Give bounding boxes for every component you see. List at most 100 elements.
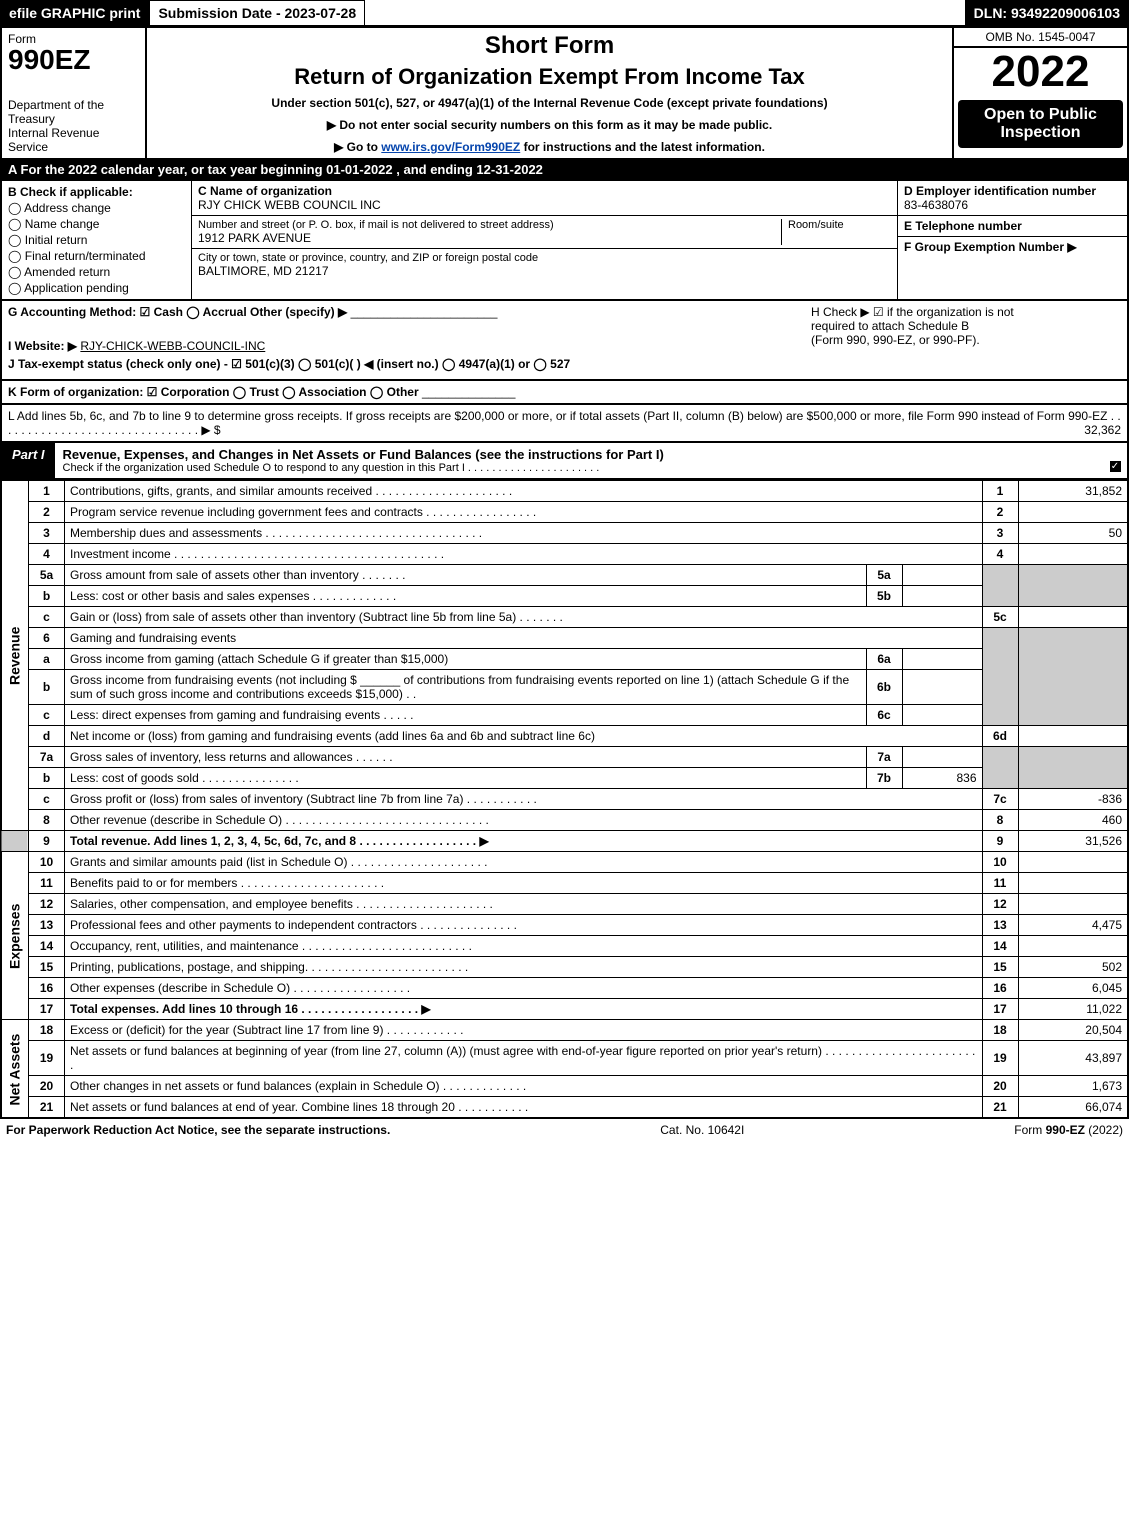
ein-value: 83-4638076 (904, 198, 968, 212)
row4-amt (1018, 544, 1128, 565)
e-label: E Telephone number (904, 219, 1022, 233)
page-footer: For Paperwork Reduction Act Notice, see … (0, 1119, 1129, 1141)
row20-desc: Other changes in net assets or fund bala… (65, 1076, 983, 1097)
row1-desc: Contributions, gifts, grants, and simila… (65, 481, 983, 502)
dept-line1: Department of the Treasury (8, 98, 104, 126)
row6-desc: Gaming and fundraising events (65, 628, 983, 649)
c-city-row: City or town, state or province, country… (192, 249, 897, 281)
row8-amt: 460 (1018, 810, 1128, 831)
row5ab-greyamt (1018, 565, 1128, 607)
row6a-inval (902, 649, 982, 670)
row5ab-grey (982, 565, 1018, 607)
city-label: City or town, state or province, country… (198, 252, 891, 264)
irs-link[interactable]: www.irs.gov/Form990EZ (381, 140, 520, 154)
row7b-innum: 7b (866, 768, 902, 789)
l-text: L Add lines 5b, 6c, and 7b to line 9 to … (8, 409, 1121, 437)
part1-checkbox[interactable] (1103, 443, 1127, 478)
row1-num: 1 (29, 481, 65, 502)
row8-desc: Other revenue (describe in Schedule O) .… (65, 810, 983, 831)
line-j: J Tax-exempt status (check only one) - ☑… (8, 357, 1121, 371)
row16-num: 16 (29, 978, 65, 999)
submission-date-label: Submission Date - 2023-07-28 (149, 0, 365, 26)
row6a-innum: 6a (866, 649, 902, 670)
row20-rnum: 20 (982, 1076, 1018, 1097)
website-link[interactable]: RJY-CHICK-WEBB-COUNCIL-INC (80, 339, 265, 353)
row11-desc: Benefits paid to or for members . . . . … (65, 873, 983, 894)
row5b-innum: 5b (866, 586, 902, 607)
row18-desc: Excess or (deficit) for the year (Subtra… (65, 1020, 983, 1041)
chk-amended-return[interactable]: ◯ Amended return (8, 265, 185, 279)
i-pre: I Website: ▶ (8, 339, 77, 353)
row9-num: 9 (29, 831, 65, 852)
chk-address-change[interactable]: ◯ Address change (8, 201, 185, 215)
row12-desc: Salaries, other compensation, and employ… (65, 894, 983, 915)
row18-rnum: 18 (982, 1020, 1018, 1041)
row6-greyamt (1018, 628, 1128, 726)
chk-final-return[interactable]: ◯ Final return/terminated (8, 249, 185, 263)
row5b-num: b (29, 586, 65, 607)
row7b-desc: Less: cost of goods sold . . . . . . . .… (65, 768, 867, 789)
org-name: RJY CHICK WEBB COUNCIL INC (198, 198, 381, 212)
row21-desc: Net assets or fund balances at end of ye… (65, 1097, 983, 1119)
row6d-desc: Net income or (loss) from gaming and fun… (65, 726, 983, 747)
row7-grey (982, 747, 1018, 789)
d-label: D Employer identification number (904, 184, 1096, 198)
row7c-num: c (29, 789, 65, 810)
row6d-rnum: 6d (982, 726, 1018, 747)
footer-right-post: (2022) (1085, 1123, 1123, 1137)
row21-amt: 66,074 (1018, 1097, 1128, 1119)
d-ein: D Employer identification number 83-4638… (898, 181, 1127, 216)
row20-amt: 1,673 (1018, 1076, 1128, 1097)
efile-print-button[interactable]: efile GRAPHIC print (0, 0, 149, 26)
line-a: A For the 2022 calendar year, or tax yea… (0, 160, 1129, 181)
row20-num: 20 (29, 1076, 65, 1097)
h-line2: required to attach Schedule B (811, 319, 969, 333)
row15-amt: 502 (1018, 957, 1128, 978)
row10-desc: Grants and similar amounts paid (list in… (65, 852, 983, 873)
row5b-desc: Less: cost or other basis and sales expe… (65, 586, 867, 607)
header-arrow2: ▶ Go to www.irs.gov/Form990EZ for instru… (157, 140, 942, 154)
l-amount: 32,362 (1084, 423, 1121, 437)
row5c-num: c (29, 607, 65, 628)
footer-center: Cat. No. 10642I (390, 1123, 1014, 1137)
chk-name-change[interactable]: ◯ Name change (8, 217, 185, 231)
row7c-amt: -836 (1018, 789, 1128, 810)
row14-amt (1018, 936, 1128, 957)
row18-amt: 20,504 (1018, 1020, 1128, 1041)
row19-num: 19 (29, 1041, 65, 1076)
h-line3: (Form 990, 990-EZ, or 990-PF). (811, 333, 980, 347)
footer-right: Form 990-EZ (2022) (1014, 1123, 1123, 1137)
form-header: Form 990EZ Department of the Treasury In… (0, 26, 1129, 160)
dln-label: DLN: 93492209006103 (965, 0, 1129, 26)
top-bar: efile GRAPHIC print Submission Date - 20… (0, 0, 1129, 26)
row14-num: 14 (29, 936, 65, 957)
row3-amt: 50 (1018, 523, 1128, 544)
chk-application-pending[interactable]: ◯ Application pending (8, 281, 185, 295)
row6-grey (982, 628, 1018, 726)
arrow2-pre: ▶ Go to (334, 140, 381, 154)
row6b-d1: Gross income from fundraising events (no… (70, 673, 357, 687)
row7-greyamt (1018, 747, 1128, 789)
row6d-amt (1018, 726, 1128, 747)
row21-rnum: 21 (982, 1097, 1018, 1119)
row7c-desc: Gross profit or (loss) from sales of inv… (65, 789, 983, 810)
row7a-desc: Gross sales of inventory, less returns a… (65, 747, 867, 768)
row6a-desc: Gross income from gaming (attach Schedul… (65, 649, 867, 670)
row15-rnum: 15 (982, 957, 1018, 978)
row13-desc: Professional fees and other payments to … (65, 915, 983, 936)
row19-amt: 43,897 (1018, 1041, 1128, 1076)
row12-amt (1018, 894, 1128, 915)
row2-amt (1018, 502, 1128, 523)
header-sub: Under section 501(c), 527, or 4947(a)(1)… (157, 96, 942, 110)
row4-rnum: 4 (982, 544, 1018, 565)
part1-desc: Revenue, Expenses, and Changes in Net As… (55, 443, 1103, 478)
row17-desc: Total expenses. Add lines 10 through 16 … (65, 999, 983, 1020)
chk-initial-return[interactable]: ◯ Initial return (8, 233, 185, 247)
lines-table: Revenue 1 Contributions, gifts, grants, … (0, 480, 1129, 1119)
row5a-innum: 5a (866, 565, 902, 586)
vtab-expenses: Expenses (1, 852, 29, 1020)
f-group: F Group Exemption Number ▶ (898, 237, 1127, 299)
row17-amt: 11,022 (1018, 999, 1128, 1020)
arrow2-post: for instructions and the latest informat… (520, 140, 765, 154)
row16-rnum: 16 (982, 978, 1018, 999)
